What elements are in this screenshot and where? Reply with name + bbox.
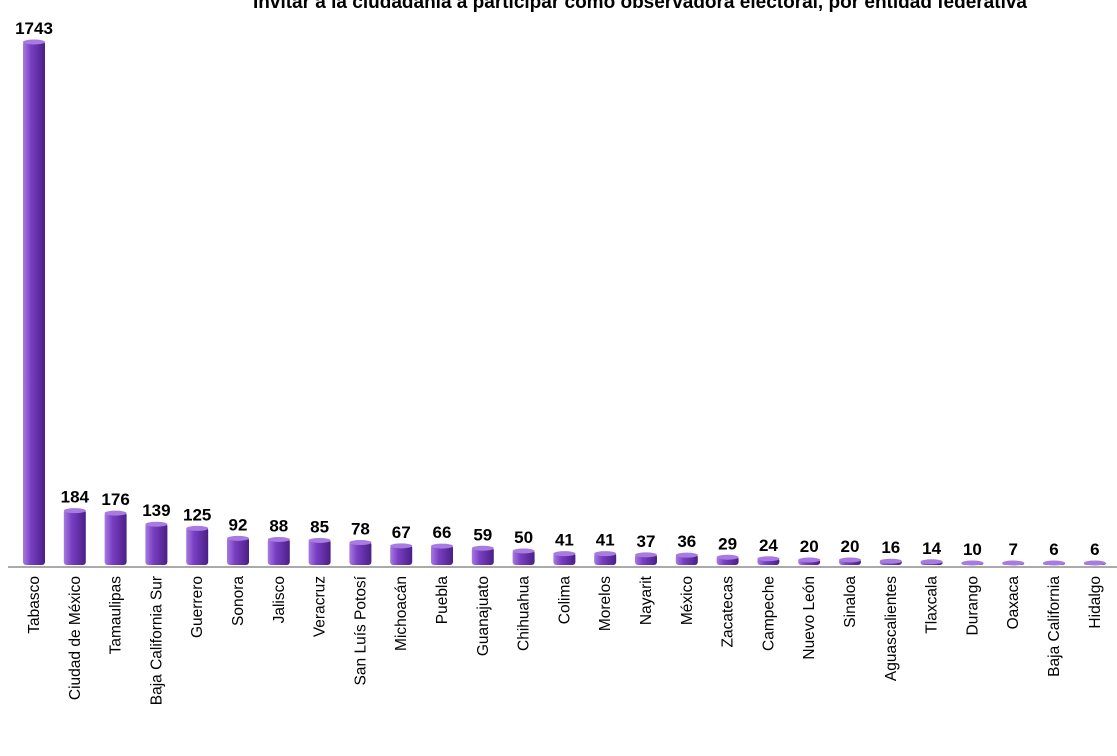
- value-label-25: 6: [1049, 540, 1058, 559]
- bar-cap-2: [104, 510, 127, 516]
- bar-7: [308, 539, 331, 565]
- bar-cap-8: [349, 540, 372, 546]
- bar-cap-4: [186, 525, 209, 531]
- bar-cap-21: [879, 558, 902, 564]
- bar-10: [431, 545, 453, 565]
- bar-cap-22: [920, 559, 943, 565]
- value-label-0: 1743: [15, 19, 53, 38]
- bar-cap-10: [431, 543, 453, 549]
- value-label-19: 20: [800, 537, 819, 556]
- bar-1: [63, 509, 86, 565]
- bar-cap-9: [390, 543, 413, 549]
- value-label-15: 37: [637, 532, 656, 551]
- value-label-14: 41: [596, 531, 615, 550]
- value-label-5: 92: [229, 515, 248, 534]
- labels-layer: 1743 Tabasco 184 Ciudad de México 176 Tamauli…: [15, 19, 1104, 705]
- bar-cap-26: [1083, 560, 1106, 566]
- bar-cap-15: [635, 552, 657, 558]
- value-label-20: 20: [841, 537, 860, 556]
- category-label-15: Nayarit: [638, 575, 655, 625]
- category-label-2: Tamaulipas: [108, 576, 125, 655]
- category-label-7: Veracruz: [312, 576, 329, 637]
- bar-cap-12: [512, 548, 535, 554]
- category-label-8: San Luís Potosí: [352, 575, 369, 685]
- category-label-26: Hidalgo: [1087, 576, 1104, 629]
- value-label-4: 125: [183, 505, 211, 524]
- bar-cap-16: [675, 552, 698, 558]
- category-label-13: Colima: [556, 576, 573, 625]
- bar-cap-13: [553, 551, 576, 557]
- category-label-24: Oaxaca: [1005, 576, 1022, 630]
- bar-cap-6: [267, 537, 290, 543]
- value-label-6: 88: [269, 517, 288, 536]
- bar-8: [349, 541, 372, 565]
- category-label-22: Tlaxcala: [924, 576, 941, 634]
- category-label-25: Baja California: [1046, 576, 1063, 677]
- category-label-9: Michoacán: [393, 576, 410, 651]
- bar-cap-0: [23, 39, 45, 45]
- value-label-13: 41: [555, 531, 574, 550]
- bar-cap-23: [961, 560, 984, 566]
- bar-9: [390, 544, 413, 565]
- category-label-18: Campeche: [760, 576, 777, 651]
- bar-cap-11: [471, 545, 494, 551]
- bar-cap-19: [798, 557, 821, 563]
- category-label-14: Morelos: [597, 576, 614, 631]
- value-label-17: 29: [718, 534, 737, 553]
- bar-cap-24: [1002, 560, 1025, 566]
- bar-6: [267, 538, 290, 565]
- value-label-7: 85: [310, 517, 329, 536]
- chart-title: Invitar a la ciudadanía a participar com…: [253, 0, 1027, 13]
- category-label-16: México: [679, 576, 696, 625]
- category-label-5: Sonora: [230, 576, 247, 626]
- category-label-12: Chihuahua: [516, 576, 533, 651]
- category-label-4: Guerrero: [189, 576, 206, 638]
- value-label-3: 139: [142, 501, 170, 520]
- value-label-21: 16: [881, 538, 900, 557]
- bar-11: [471, 547, 494, 565]
- category-label-19: Nuevo León: [801, 576, 818, 660]
- category-label-3: Baja California Sur: [148, 576, 165, 705]
- category-label-17: Zacatecas: [720, 576, 737, 648]
- category-label-10: Puebla: [434, 576, 451, 625]
- bars-layer: [23, 39, 1106, 566]
- category-label-23: Durango: [964, 576, 981, 635]
- bar-cap-25: [1043, 560, 1065, 566]
- bar-cap-7: [308, 537, 331, 543]
- value-label-10: 66: [433, 523, 452, 542]
- category-label-20: Sinaloa: [842, 576, 859, 628]
- bar-0: [23, 41, 45, 565]
- value-label-22: 14: [922, 539, 941, 558]
- bar-2: [104, 512, 127, 565]
- bar-cap-1: [63, 508, 86, 514]
- category-label-11: Guanajuato: [475, 576, 492, 656]
- value-label-2: 176: [101, 490, 129, 509]
- category-label-1: Ciudad de México: [67, 576, 84, 700]
- bar-3: [145, 523, 168, 565]
- value-label-26: 6: [1090, 540, 1099, 559]
- value-label-12: 50: [514, 528, 533, 547]
- bar-cap-14: [594, 551, 617, 557]
- bar-cap-5: [227, 535, 249, 541]
- value-label-8: 78: [351, 520, 370, 539]
- bar-12: [512, 549, 535, 565]
- bar-5: [227, 537, 249, 565]
- value-label-18: 24: [759, 536, 778, 555]
- value-label-1: 184: [61, 488, 90, 507]
- bar-cap-18: [757, 556, 780, 562]
- value-label-23: 10: [963, 540, 982, 559]
- bar-cap-20: [839, 557, 861, 563]
- category-label-21: Aguascalientes: [883, 576, 900, 681]
- bar-cap-3: [145, 521, 168, 527]
- category-label-0: Tabasco: [26, 576, 43, 634]
- value-label-16: 36: [677, 532, 696, 551]
- value-label-9: 67: [392, 523, 411, 542]
- category-label-6: Jalisco: [271, 576, 288, 623]
- value-label-24: 7: [1008, 540, 1017, 559]
- value-label-11: 59: [473, 525, 492, 544]
- bar-4: [186, 527, 209, 565]
- bar-cap-17: [716, 554, 739, 560]
